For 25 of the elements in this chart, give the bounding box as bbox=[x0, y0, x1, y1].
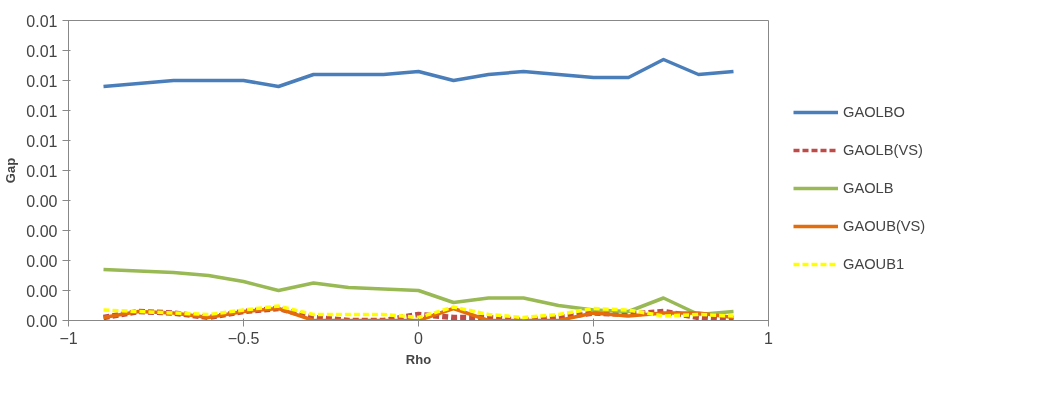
legend-label: GAOLBO bbox=[843, 104, 905, 120]
line-series bbox=[101, 267, 736, 317]
legend-label: GAOLB bbox=[843, 180, 894, 196]
y-tick-label: 0.00 bbox=[26, 312, 58, 330]
y-tick-label: 0.00 bbox=[26, 282, 58, 300]
y-tick-label: 0.00 bbox=[26, 252, 58, 270]
x-tick-label: −1 bbox=[59, 329, 78, 347]
y-tick-label: 0.01 bbox=[26, 42, 58, 60]
y-tick-label: 0.01 bbox=[26, 102, 58, 120]
line-series bbox=[101, 57, 736, 89]
x-tick-label: −0.5 bbox=[227, 329, 260, 347]
x-tick-label: 0.5 bbox=[582, 329, 605, 347]
x-axis-title: Rho bbox=[405, 351, 432, 367]
legend-label: GAOUB1 bbox=[843, 256, 905, 272]
y-axis-title: Gap bbox=[3, 157, 19, 184]
y-tick-label: 0.01 bbox=[26, 72, 58, 90]
x-tick-label: 0 bbox=[414, 329, 424, 347]
y-tick-label: 0.01 bbox=[26, 162, 58, 180]
y-tick-label: 0.00 bbox=[26, 192, 58, 210]
x-tick-label: 1 bbox=[764, 329, 774, 347]
legend-label: GAOUB(VS) bbox=[843, 218, 926, 234]
y-tick-label: 0.01 bbox=[26, 132, 58, 150]
y-tick-label: 0.00 bbox=[26, 222, 58, 240]
legend-label: GAOLB(VS) bbox=[843, 142, 923, 158]
y-tick-label: 0.01 bbox=[26, 12, 58, 30]
